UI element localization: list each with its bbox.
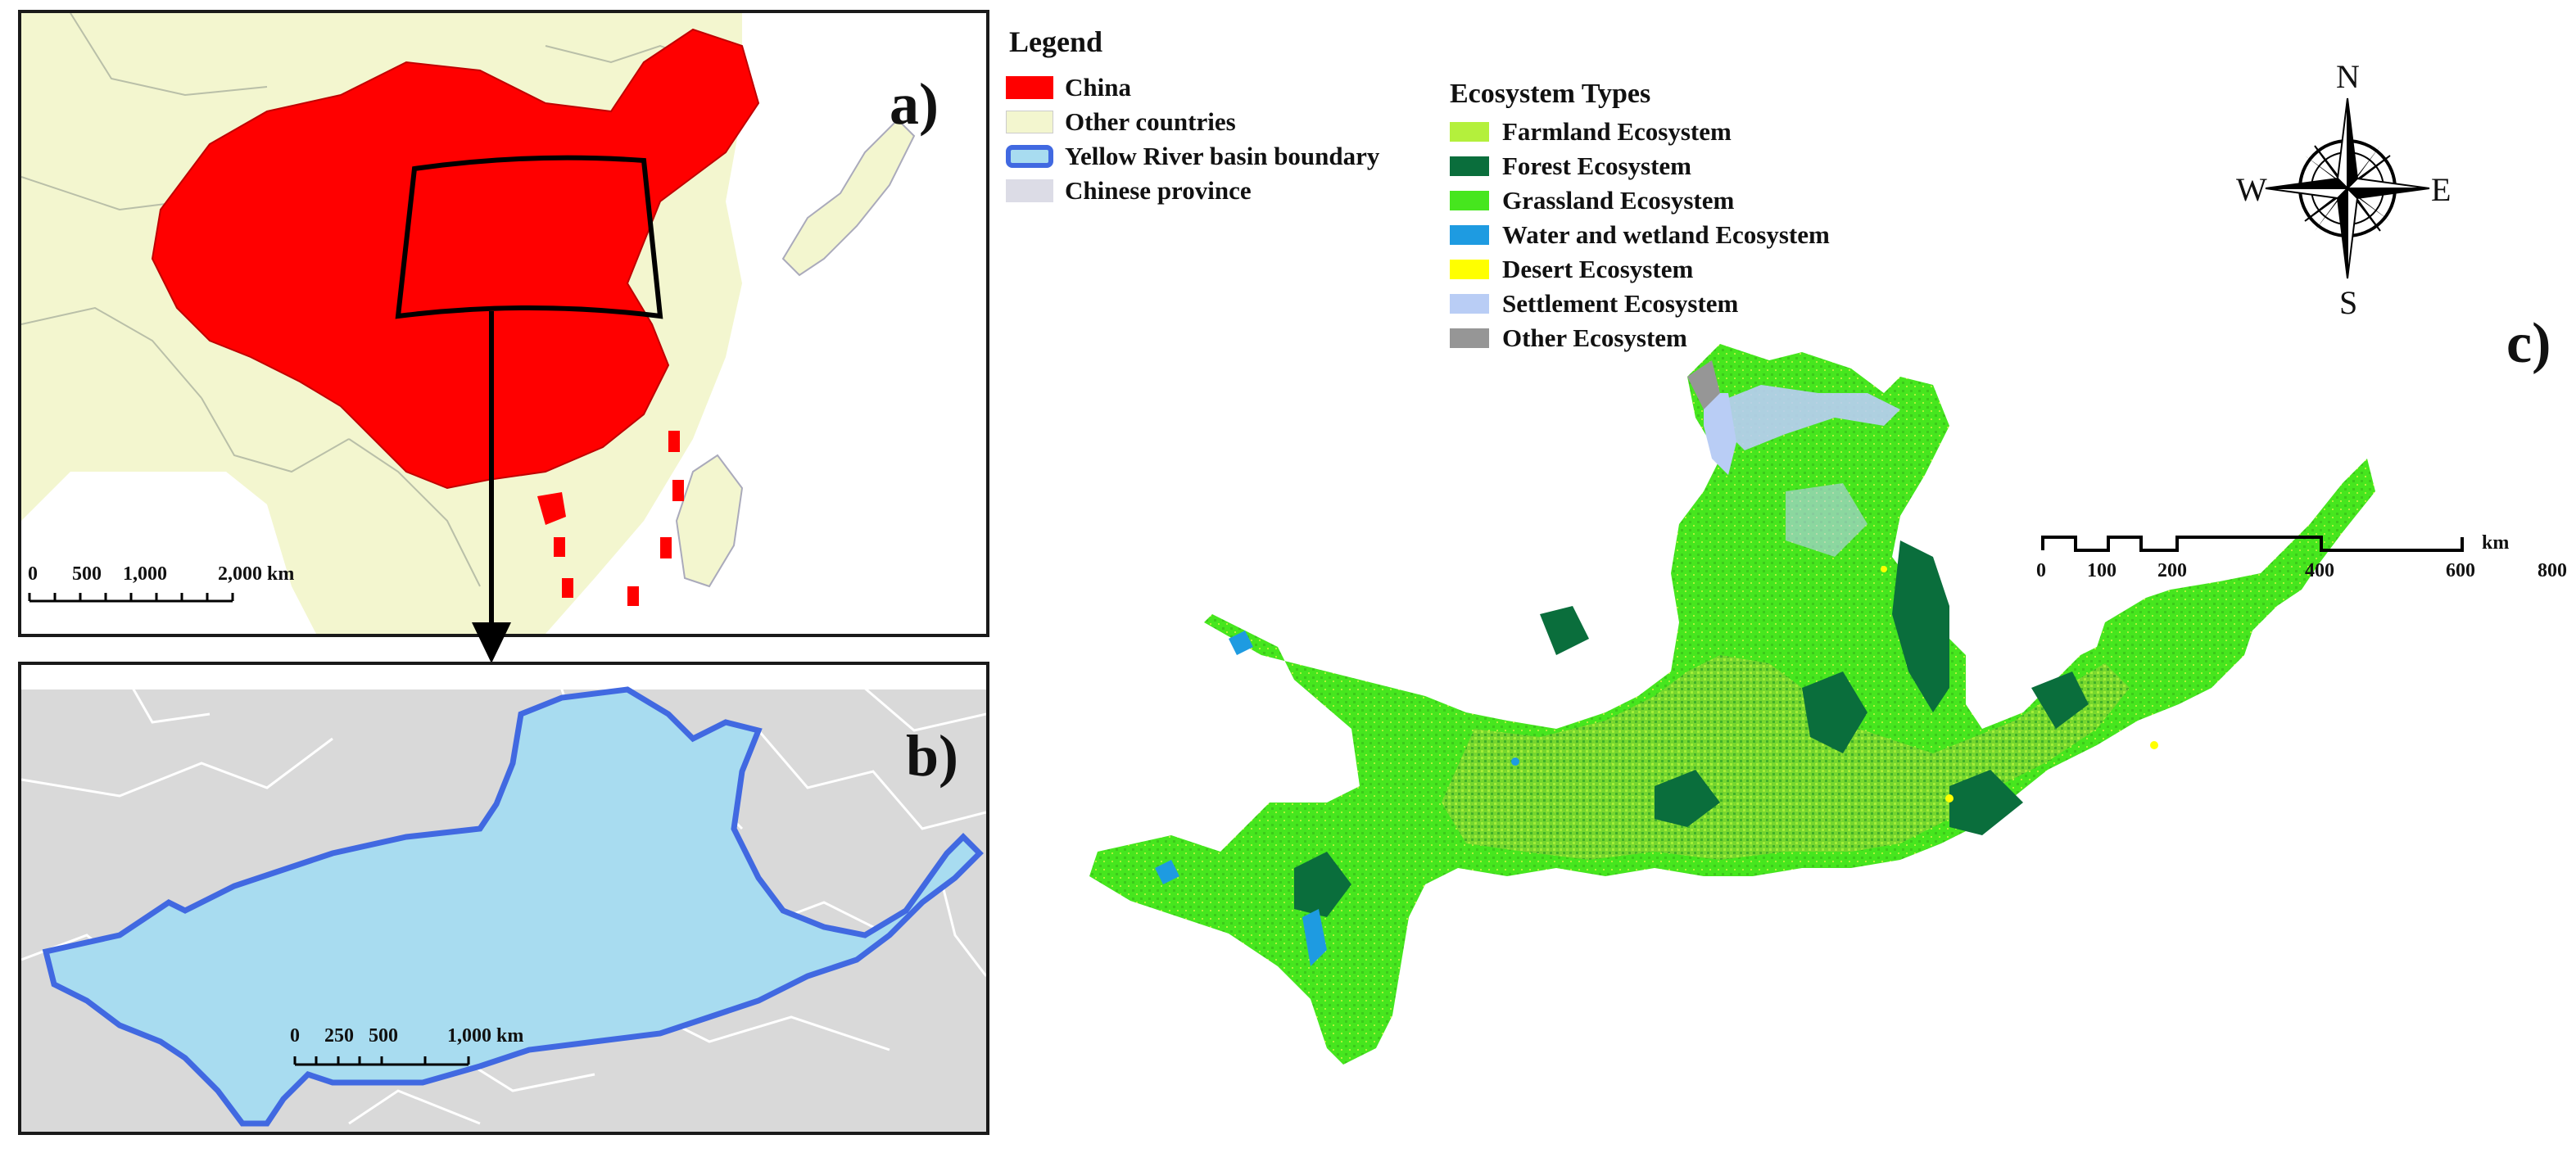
legend-label-chinese-province: Chinese province xyxy=(1065,176,1252,205)
basin-location-map xyxy=(21,665,986,1127)
compass-star-icon xyxy=(2265,97,2430,279)
settlement-strip-west xyxy=(1704,393,1736,475)
scale-tick-a-2000: 2,000 km xyxy=(218,563,295,585)
eco-label-desert: Desert Ecosystem xyxy=(1502,255,1694,283)
scale-bar-c-graphic xyxy=(2041,536,2464,552)
taiwan-philippines-land xyxy=(675,454,744,588)
eco-item-desert: Desert Ecosystem xyxy=(1450,252,1958,287)
scale-tick-c-0: 0 xyxy=(2036,560,2046,581)
settlement-region xyxy=(1720,385,1900,450)
scale-tick-c-800: 800 xyxy=(2538,560,2567,581)
eco-label-grassland: Grassland Ecosystem xyxy=(1502,186,1735,215)
scale-tick-a-500: 500 xyxy=(72,563,102,585)
scale-tick-a-1000: 1,000 xyxy=(123,563,167,585)
compass-east: E xyxy=(2431,171,2452,208)
eco-item-grassland: Grassland Ecosystem xyxy=(1450,183,1958,218)
settlement-swatch xyxy=(1450,294,1489,314)
map-legend: Legend China Other countries Yellow Rive… xyxy=(1006,25,1465,208)
legend-item-china: China xyxy=(1006,70,1465,105)
legend-label-china: China xyxy=(1065,73,1131,102)
panel-a-label: a) xyxy=(890,71,939,137)
eco-item-other: Other Ecosystem xyxy=(1450,321,1958,355)
scale-bar-a xyxy=(28,593,234,603)
chinese-province-swatch xyxy=(1006,179,1053,202)
eco-item-water-wetland: Water and wetland Ecosystem xyxy=(1450,218,1958,252)
zoom-arrow xyxy=(472,311,511,663)
basin-boundary-swatch xyxy=(1006,145,1053,168)
eco-label-farmland: Farmland Ecosystem xyxy=(1502,117,1732,146)
settlement-patch-center xyxy=(1786,483,1867,557)
scale-tick-b-500: 500 xyxy=(369,1025,398,1047)
scale-bar-b xyxy=(293,1056,470,1066)
hainan-island xyxy=(537,492,566,525)
scale-tick-a-0: 0 xyxy=(28,563,38,585)
scale-tick-c-100: 100 xyxy=(2087,560,2116,581)
scale-tick-b-250: 250 xyxy=(324,1025,354,1047)
eco-label-forest: Forest Ecosystem xyxy=(1502,151,1692,180)
eco-item-farmland: Farmland Ecosystem xyxy=(1450,115,1958,149)
bay-of-bengal xyxy=(21,472,316,634)
eco-label-settlement: Settlement Ecosystem xyxy=(1502,289,1739,318)
compass-north: N xyxy=(2336,58,2360,95)
scale-tick-c-200: 200 xyxy=(2157,560,2187,581)
panel-b-basin-location-map: b) 0 250 500 1,000 km xyxy=(18,662,989,1135)
desert-swatch xyxy=(1450,260,1489,279)
farmland-swatch xyxy=(1450,122,1489,142)
legend-item-basin-boundary: Yellow River basin boundary xyxy=(1006,139,1465,174)
yellow-river-basin-area xyxy=(42,686,984,1127)
other-ecosystem-strip xyxy=(1687,360,1720,409)
scale-tick-c-600: 600 xyxy=(2446,560,2475,581)
panel-c-label: c) xyxy=(2506,312,2551,375)
scale-tick-b-1000: 1,000 km xyxy=(447,1025,524,1047)
eco-label-water-wetland: Water and wetland Ecosystem xyxy=(1502,220,1830,249)
ecosystem-type-map xyxy=(1089,344,2375,1065)
panel-a-china-location-map: a) 0 500 1,000 2,000 km xyxy=(18,10,989,637)
legend-label-basin-boundary: Yellow River basin boundary xyxy=(1065,142,1380,170)
compass-south: S xyxy=(2339,284,2358,321)
eco-item-forest: Forest Ecosystem xyxy=(1450,149,1958,183)
panel-c-ecosystem-map: c) km xyxy=(1081,312,2564,1146)
legend-item-chinese-province: Chinese province xyxy=(1006,174,1465,208)
legend-item-other-countries: Other countries xyxy=(1006,105,1465,139)
scale-unit-c-label: km xyxy=(2482,532,2510,554)
china-shape xyxy=(151,28,760,490)
scale-tick-c-400: 400 xyxy=(2305,560,2334,581)
forest-patches xyxy=(1294,540,2089,917)
china-swatch xyxy=(1006,76,1053,99)
grassland-swatch xyxy=(1450,191,1489,210)
desert-patches xyxy=(1881,566,2158,803)
compass-west: W xyxy=(2236,171,2267,208)
legend-label-other-countries: Other countries xyxy=(1065,107,1236,136)
china-overview-map xyxy=(21,13,986,634)
water-wetland-swatch xyxy=(1450,225,1489,245)
eco-item-settlement: Settlement Ecosystem xyxy=(1450,287,1958,321)
forest-swatch xyxy=(1450,156,1489,176)
ecosystem-legend: Ecosystem Types Farmland Ecosystem Fores… xyxy=(1450,79,1958,355)
eco-label-other: Other Ecosystem xyxy=(1502,323,1687,352)
japan-land xyxy=(781,118,916,277)
water-wetland-patches xyxy=(1155,631,1519,966)
ecosystem-legend-title: Ecosystem Types xyxy=(1450,79,1651,109)
other-countries-swatch xyxy=(1006,111,1053,133)
compass-rose: N S E W xyxy=(2236,57,2452,321)
south-china-sea-dashes xyxy=(554,431,684,606)
panel-b-label: b) xyxy=(906,723,959,789)
scale-tick-b-0: 0 xyxy=(290,1025,300,1047)
yellow-river-basin-frame xyxy=(395,155,663,319)
other-swatch xyxy=(1450,328,1489,348)
legend-title: Legend xyxy=(1009,25,1103,58)
farmland-region xyxy=(1442,655,2130,860)
